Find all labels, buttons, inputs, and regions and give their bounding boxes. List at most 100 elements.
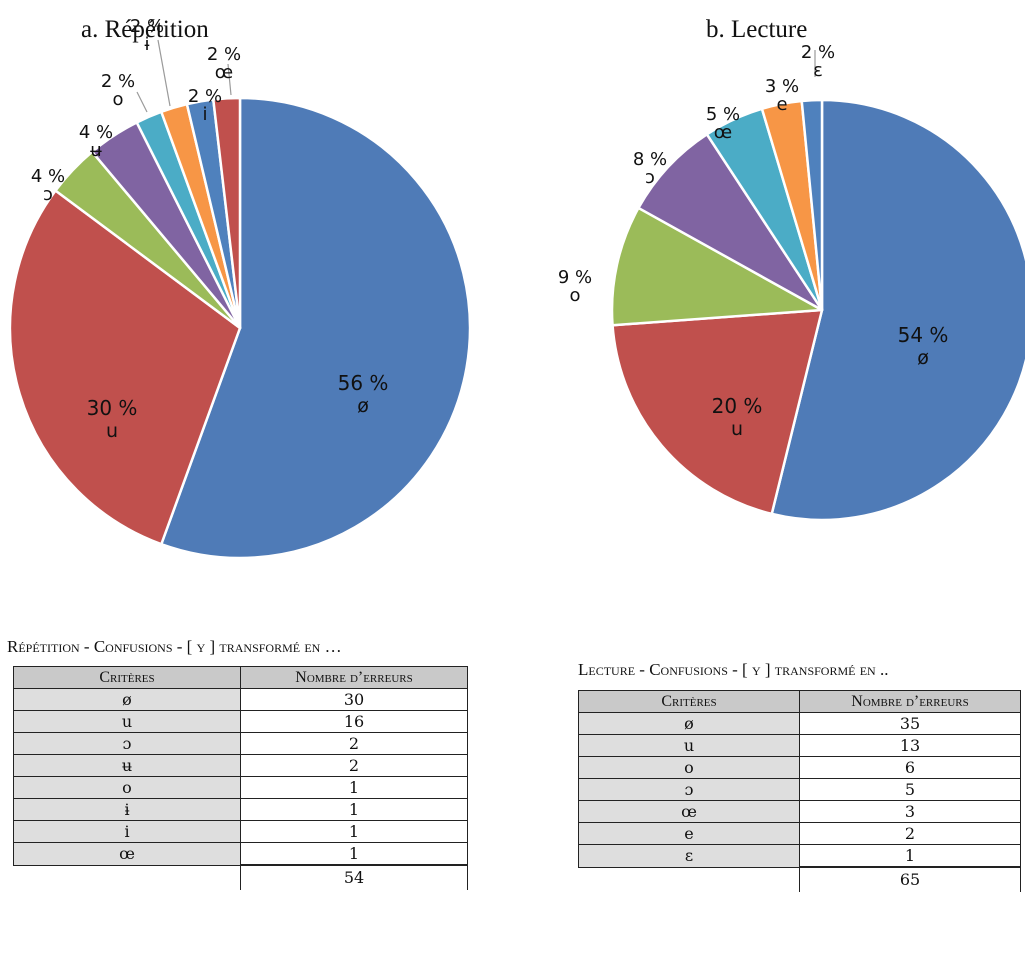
pie-percent-label: 2 %	[801, 42, 835, 63]
pie-category-label: e	[776, 94, 787, 115]
pie-slice	[8, 189, 242, 546]
pie-slice	[212, 96, 242, 330]
error-count-cell: 2	[799, 822, 1021, 845]
pie-category-label: œ	[215, 62, 233, 83]
pie-chart-lecture: 54 %ø 20 %u 9 %o 8 %ɔ 5 %œ 3 %e 2 %ɛ	[558, 42, 1025, 522]
criterion-cell: ɔ	[13, 732, 241, 755]
error-count-cell: 3	[799, 800, 1021, 823]
pie-category-label: œ	[714, 122, 732, 143]
table-caption-repetition: Répétition - Confusions - [ y ] transfor…	[7, 637, 342, 656]
leader-line	[227, 63, 232, 96]
criterion-cell: ɔ	[578, 778, 800, 801]
table-row: ø 30	[13, 688, 468, 711]
pie-category-label: ɨ	[144, 34, 149, 55]
pie-category-label: ɔ	[645, 167, 655, 188]
pie-percent-label: 2 %	[207, 44, 241, 65]
total-row: 54	[14, 864, 468, 890]
pie-slice	[160, 96, 472, 560]
pie-category-label: ø	[917, 347, 929, 369]
header-nombre-erreurs: Nombre d’erreurs	[799, 690, 1021, 713]
pie-category-label: o	[569, 285, 580, 306]
error-count-cell: 1	[240, 842, 468, 866]
pie-percent-label: 2 %	[188, 86, 222, 107]
pie-percent-label: 3 %	[765, 76, 799, 97]
criterion-cell: œ	[13, 842, 241, 866]
error-count-cell: 1	[240, 798, 468, 821]
total-cell: 54	[240, 864, 468, 890]
chart-title-lecture: b. Lecture	[706, 16, 808, 43]
pie-percent-label: 2 %	[130, 16, 164, 37]
pie-slice	[800, 98, 824, 312]
pie-percent-label: 56 %	[338, 371, 389, 395]
pie-category-label: u	[731, 418, 743, 440]
error-count-cell: 35	[799, 712, 1021, 735]
pie-percent-label: 4 %	[79, 122, 113, 143]
leader-line	[157, 39, 171, 107]
criterion-cell: o	[13, 776, 241, 799]
error-count-cell: 1	[240, 820, 468, 843]
pie-category-label: u	[106, 420, 118, 442]
criterion-cell: ø	[578, 712, 800, 735]
criterion-cell: ø	[13, 688, 241, 711]
table-repetition: Critères Nombre d’erreurs ø 30 u 16 ɔ 2 ʉ 2 o 1 ɨ 1…	[13, 666, 468, 890]
pie-category-label: ɛ	[813, 60, 823, 81]
pie-category-label: ɔ	[43, 184, 53, 205]
error-count-cell: 30	[240, 688, 468, 711]
pie-slice	[610, 206, 824, 327]
pie-category-label: o	[112, 89, 123, 110]
criterion-cell: œ	[578, 800, 800, 823]
criterion-cell: u	[13, 710, 241, 733]
pie-category-label: i	[202, 104, 207, 125]
table-row: u 16	[13, 710, 468, 733]
total-cell: 65	[799, 866, 1021, 892]
pie-slice	[611, 308, 824, 516]
pie-percent-label: 30 %	[87, 396, 138, 420]
error-count-cell: 6	[799, 756, 1021, 779]
criterion-cell: ɨ	[13, 798, 241, 821]
pie-category-label: ʉ	[90, 140, 102, 161]
header-criteres: Critères	[13, 666, 241, 689]
pie-percent-label: 54 %	[898, 323, 949, 347]
table-lecture: Critères Nombre d’erreurs ø 35 u 13 o 6 ɔ 5 œ 3 e 2…	[578, 690, 1021, 892]
criterion-cell: u	[578, 734, 800, 757]
header-criteres: Critères	[578, 690, 800, 713]
total-row: 65	[579, 866, 1021, 892]
pie-slice	[637, 133, 824, 312]
criterion-cell: ʉ	[13, 754, 241, 777]
pie-percent-label: 2 %	[101, 71, 135, 92]
chart-title-repetition: a. Répétition	[81, 16, 209, 43]
pie-percent-label: 4 %	[31, 166, 65, 187]
criterion-cell: e	[578, 822, 800, 845]
header-nombre-erreurs: Nombre d’erreurs	[240, 666, 468, 689]
table-caption-lecture: Lecture - Confusions - [ y ] transformé …	[578, 660, 889, 679]
pie-percent-label: 5 %	[706, 104, 740, 125]
pie-percent-label: 20 %	[712, 394, 763, 418]
table-row: u 13	[578, 734, 1021, 757]
error-count-cell: 1	[240, 776, 468, 799]
error-count-cell: 5	[799, 778, 1021, 801]
table-row: ø 35	[578, 712, 1021, 735]
error-count-cell: 16	[240, 710, 468, 733]
pie-category-label: ø	[357, 395, 369, 417]
criterion-cell: o	[578, 756, 800, 779]
error-count-cell: 2	[240, 754, 468, 777]
pie-slice	[770, 98, 1025, 522]
total-spacer	[579, 867, 800, 892]
leader-line	[136, 91, 148, 113]
pie-chart-repetition: 56 %ø30 %u4 %ɔ4 %ʉ2 %o2 %ɨ2 %i2 %œ	[8, 16, 472, 560]
pie-percent-label: 9 %	[558, 267, 592, 288]
error-count-cell: 13	[799, 734, 1021, 757]
pie-percent-label: 8 %	[633, 149, 667, 170]
error-count-cell: 1	[799, 844, 1021, 868]
